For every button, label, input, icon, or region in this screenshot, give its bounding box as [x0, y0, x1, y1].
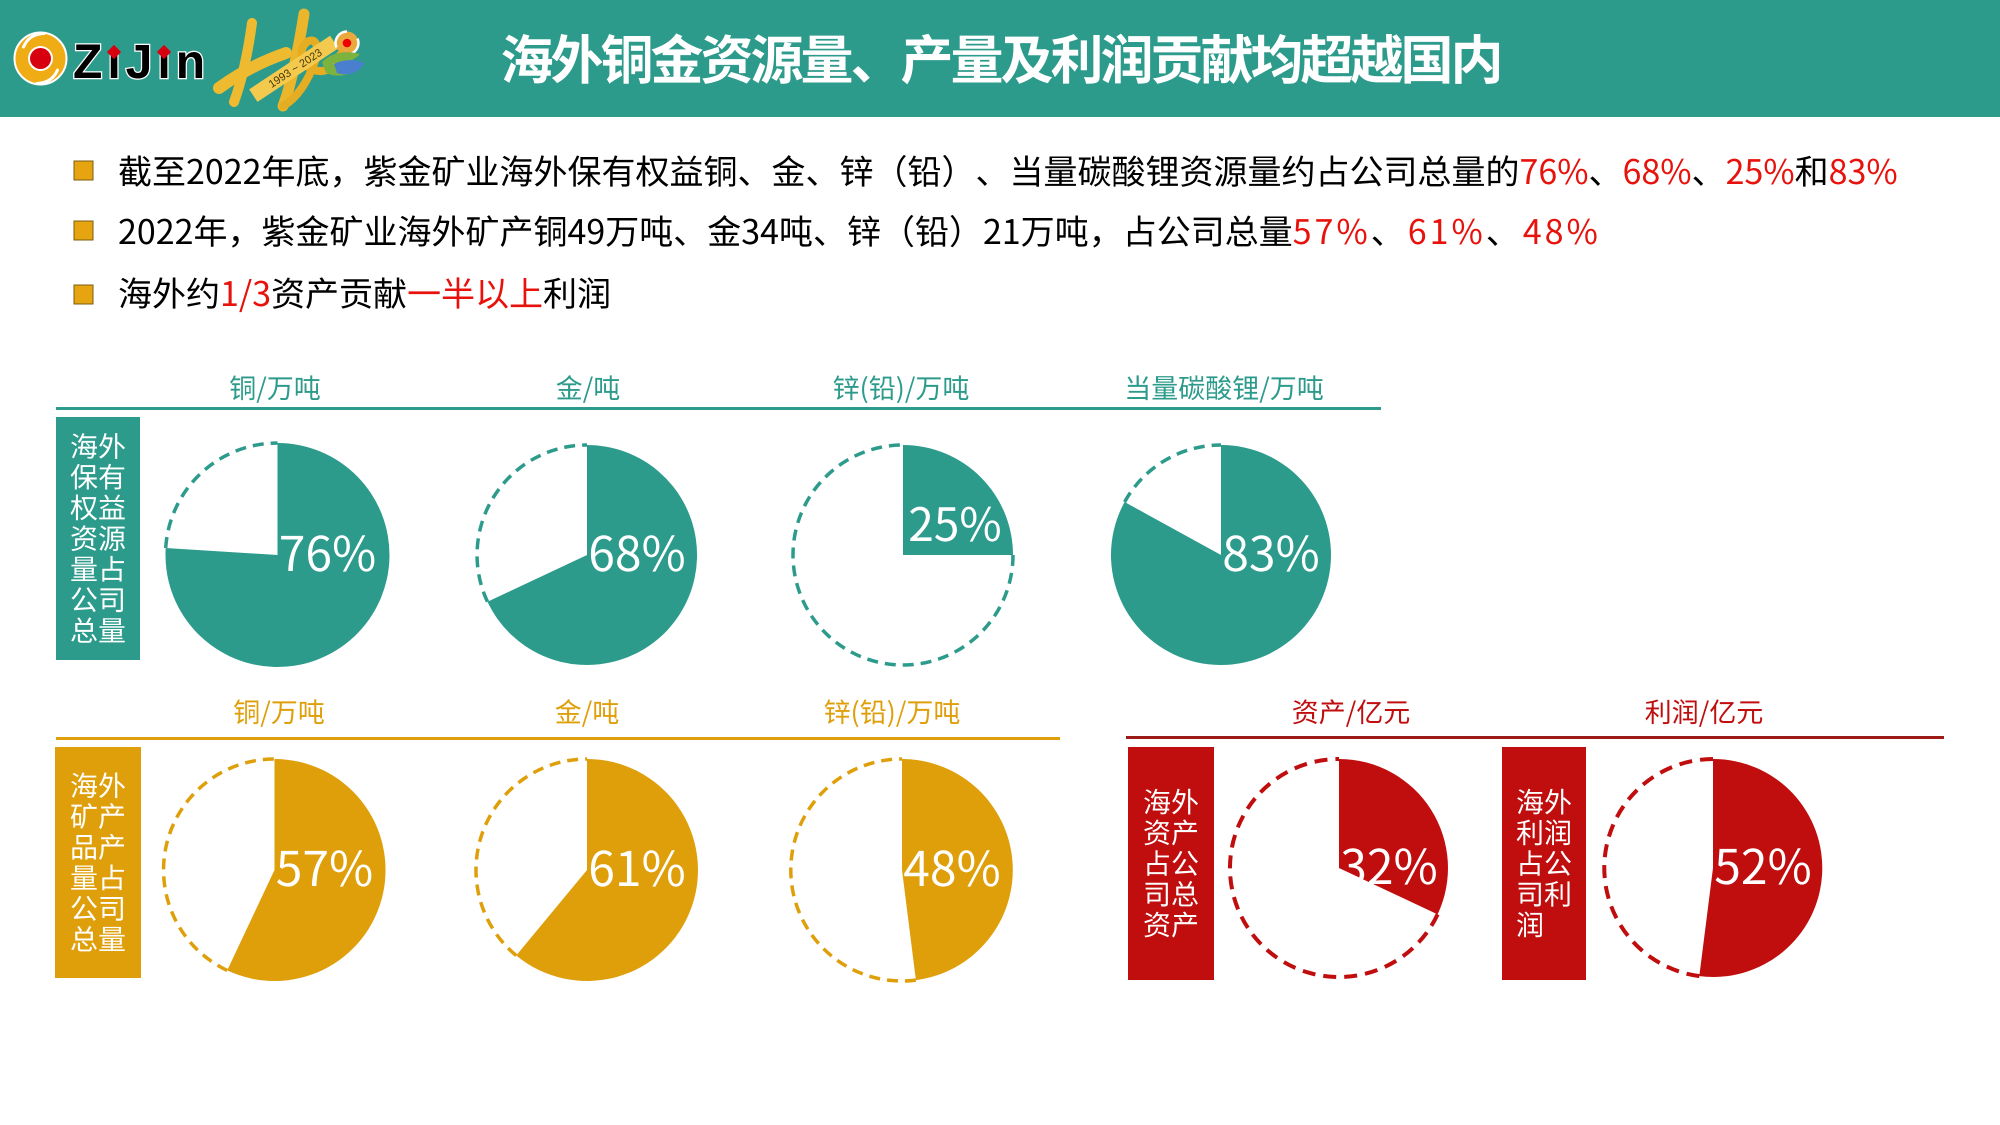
svg-text:ZıJın: ZıJın: [73, 36, 210, 89]
